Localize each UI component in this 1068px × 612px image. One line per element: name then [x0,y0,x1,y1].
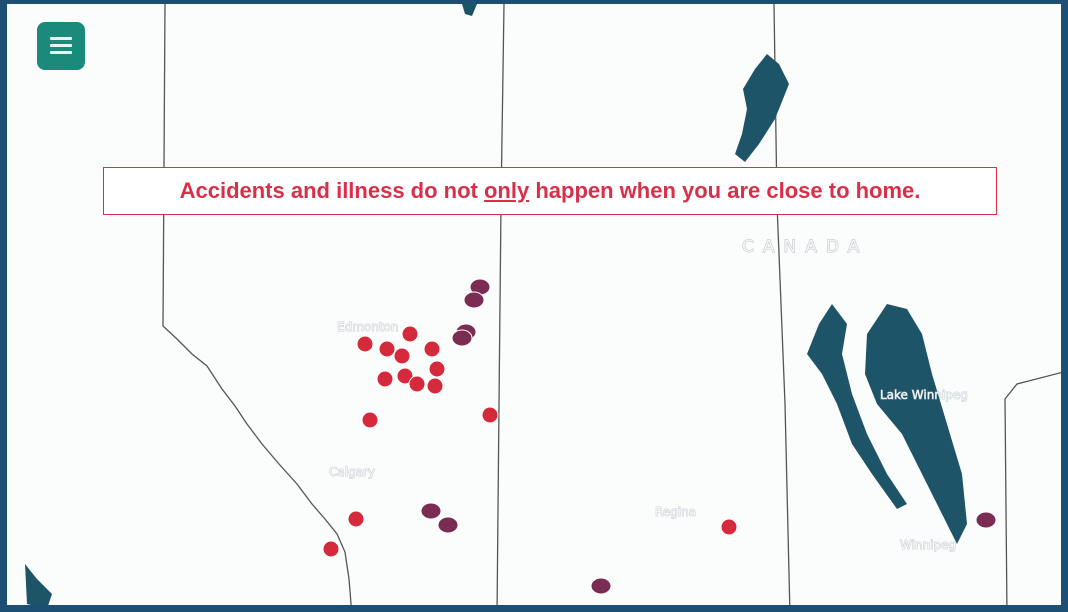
message-banner: Accidents and illness do not only happen… [103,167,997,215]
purple-dot [463,291,485,309]
red-dot [347,510,365,528]
red-dot [378,340,396,358]
red-dot [423,340,441,358]
city-label: Regina [655,505,696,519]
purple-dot [451,329,473,347]
red-dot [426,377,444,395]
red-dot [428,360,446,378]
bc-alberta-border [162,4,352,605]
incident-dots [322,278,997,595]
alberta-sask-border [496,4,505,605]
city-label: Calgary [329,465,375,479]
purple-dot [420,502,442,520]
city-label: Edmonton [337,320,399,334]
country-label: CANADA [742,237,868,257]
lake-manitoba [807,304,907,509]
menu-button[interactable] [37,22,85,70]
red-dot [396,367,414,385]
coast [25,564,52,605]
red-dot [401,325,419,343]
manitoba-ontario-border [1004,371,1061,605]
red-dot [322,540,340,558]
banner-text: happen when you are close to home. [529,178,921,203]
lake-label: Lake Winnipeg [880,388,968,402]
lake-winnipeg [865,304,967,544]
red-dot [481,406,499,424]
banner-text: Accidents and illness do not [179,178,484,203]
purple-dot [437,516,459,534]
lake-north [462,4,477,16]
red-dot [393,347,411,365]
purple-dot [975,511,997,529]
red-dot [376,370,394,388]
banner-emphasis: only [483,178,530,203]
lake-athabasca [735,54,789,162]
city-label: Winnipeg [900,538,956,552]
red-dot [361,411,379,429]
red-dot [720,518,738,536]
red-dot [356,335,374,353]
label-layer: CANADA Edmonton Calgary Regina Lake Winn… [329,237,969,553]
purple-dot [590,577,612,595]
red-dot [408,375,426,393]
lakes [25,4,967,605]
boundaries [162,4,1061,605]
map: CANADA Edmonton Calgary Regina Lake Winn… [25,4,1061,605]
